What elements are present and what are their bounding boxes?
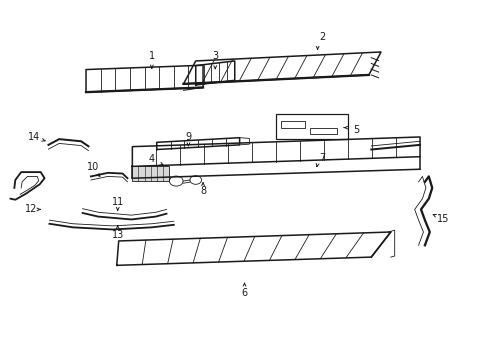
Text: 5: 5 bbox=[353, 125, 359, 135]
Text: 10: 10 bbox=[87, 162, 99, 172]
Text: 3: 3 bbox=[212, 51, 218, 61]
Text: 11: 11 bbox=[111, 197, 123, 207]
Text: 12: 12 bbox=[25, 204, 37, 215]
Text: 4: 4 bbox=[148, 154, 155, 164]
Text: 9: 9 bbox=[185, 132, 191, 142]
Bar bbox=[276, 114, 347, 139]
Bar bbox=[132, 166, 168, 181]
Text: 15: 15 bbox=[436, 215, 448, 224]
Text: 2: 2 bbox=[319, 32, 325, 41]
Text: 6: 6 bbox=[241, 288, 247, 298]
Text: 14: 14 bbox=[28, 132, 40, 142]
Bar bbox=[310, 128, 336, 134]
Text: 7: 7 bbox=[319, 153, 325, 163]
Bar bbox=[281, 121, 305, 128]
Text: 1: 1 bbox=[148, 51, 155, 61]
Text: 13: 13 bbox=[111, 230, 123, 239]
Text: 8: 8 bbox=[200, 186, 206, 197]
